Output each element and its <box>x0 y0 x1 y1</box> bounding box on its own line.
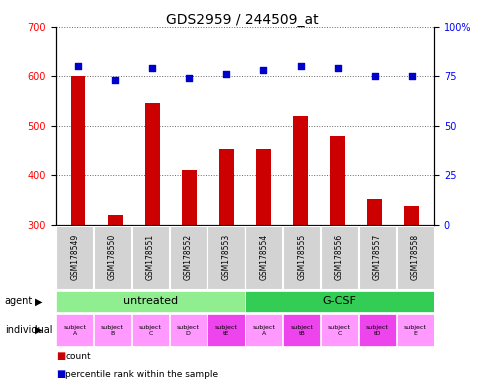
Point <box>370 73 378 79</box>
Bar <box>245 226 282 289</box>
Bar <box>207 226 244 289</box>
Bar <box>320 226 357 289</box>
Bar <box>366 199 381 225</box>
Bar <box>182 170 197 225</box>
Point <box>296 63 304 70</box>
Point <box>111 77 119 83</box>
Point <box>148 65 156 71</box>
Bar <box>94 314 131 346</box>
Bar <box>107 215 122 225</box>
Bar <box>283 226 319 289</box>
Text: GSM178554: GSM178554 <box>259 234 268 280</box>
Bar <box>330 136 344 225</box>
Text: GSM178558: GSM178558 <box>410 234 419 280</box>
Text: agent: agent <box>5 296 33 306</box>
Point <box>222 71 230 78</box>
Bar <box>56 314 93 346</box>
Bar <box>132 314 168 346</box>
Bar <box>207 314 244 346</box>
Point <box>407 73 415 79</box>
Text: ■: ■ <box>56 351 65 361</box>
Text: percentile rank within the sample: percentile rank within the sample <box>65 370 218 379</box>
Text: subject
A: subject A <box>252 325 275 336</box>
Bar <box>56 226 93 289</box>
Text: ▶: ▶ <box>35 325 42 335</box>
Text: GSM178555: GSM178555 <box>297 234 305 280</box>
Point <box>333 65 341 71</box>
Text: untreated: untreated <box>122 296 178 306</box>
Text: G-CSF: G-CSF <box>322 296 356 306</box>
Bar <box>71 76 85 225</box>
Text: subject
tE: subject tE <box>214 325 237 336</box>
Text: GSM178553: GSM178553 <box>221 234 230 280</box>
Text: subject
C: subject C <box>327 325 350 336</box>
Text: subject
tD: subject tD <box>365 325 388 336</box>
Point <box>259 67 267 73</box>
Point <box>185 75 193 81</box>
Bar <box>396 314 433 346</box>
Bar <box>256 149 271 225</box>
Text: subject
B: subject B <box>101 325 124 336</box>
Bar <box>292 116 307 225</box>
Bar <box>145 103 159 225</box>
Text: subject
A: subject A <box>63 325 86 336</box>
Text: subject
tB: subject tB <box>289 325 313 336</box>
Text: subject
C: subject C <box>138 325 162 336</box>
Text: ■: ■ <box>56 369 65 379</box>
Bar <box>169 314 206 346</box>
Bar <box>396 226 433 289</box>
Text: count: count <box>65 352 91 361</box>
Bar <box>358 226 395 289</box>
Text: GSM178550: GSM178550 <box>108 234 117 280</box>
Bar <box>218 149 233 225</box>
Text: GDS2959 / 244509_at: GDS2959 / 244509_at <box>166 13 318 27</box>
Text: ▶: ▶ <box>35 296 42 306</box>
Bar <box>245 291 433 312</box>
Bar <box>320 314 357 346</box>
Bar <box>94 226 131 289</box>
Bar <box>283 314 319 346</box>
Text: subject
E: subject E <box>403 325 426 336</box>
Bar <box>169 226 206 289</box>
Text: GSM178551: GSM178551 <box>146 234 154 280</box>
Bar <box>56 291 244 312</box>
Text: GSM178556: GSM178556 <box>334 234 343 280</box>
Bar <box>358 314 395 346</box>
Bar <box>404 206 418 225</box>
Bar <box>132 226 168 289</box>
Text: individual: individual <box>5 325 52 335</box>
Text: subject
D: subject D <box>176 325 199 336</box>
Point <box>74 63 82 70</box>
Text: GSM178549: GSM178549 <box>70 234 79 280</box>
Text: GSM178552: GSM178552 <box>183 234 192 280</box>
Text: GSM178557: GSM178557 <box>372 234 381 280</box>
Bar <box>245 314 282 346</box>
